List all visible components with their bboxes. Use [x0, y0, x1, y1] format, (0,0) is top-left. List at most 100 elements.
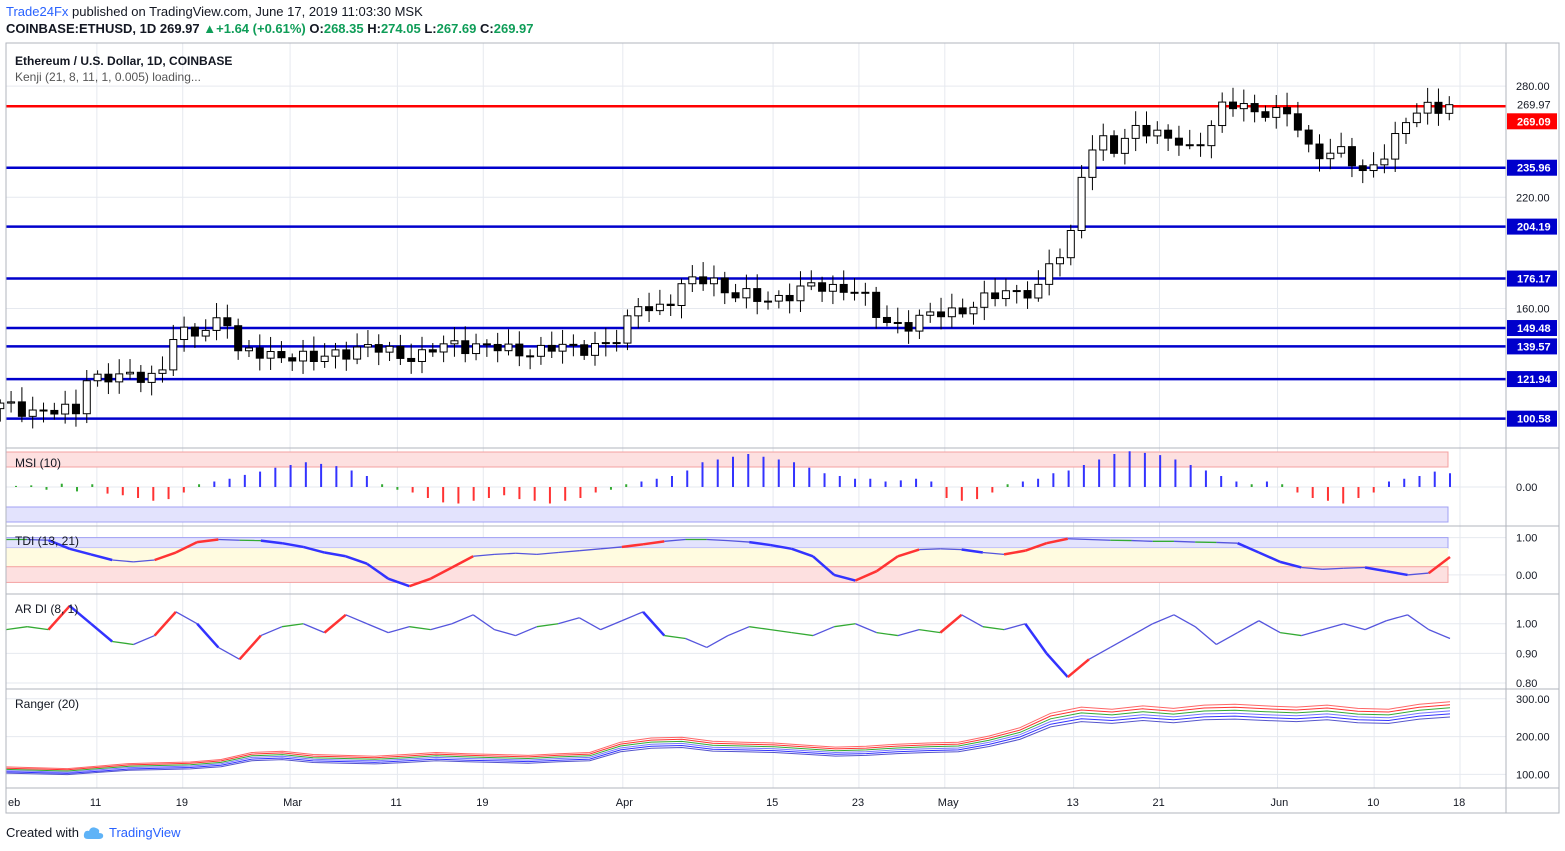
- x-tick-label: eb: [8, 797, 20, 809]
- tdi-line: [1173, 540, 1196, 543]
- candle: [1077, 176, 1086, 232]
- ranger-band-line: [5, 713, 1451, 774]
- ardi-line: [430, 623, 453, 631]
- candle: [547, 344, 556, 352]
- price-tick-label: 280.00: [1516, 81, 1550, 93]
- ardi-line: [323, 613, 347, 634]
- price-label-box: [1507, 320, 1557, 337]
- ardi-line: [175, 611, 198, 625]
- price-label-box: [1507, 113, 1557, 130]
- ardi-line: [260, 626, 283, 637]
- ardi-line: [515, 626, 538, 637]
- ardi-line: [919, 628, 941, 634]
- candle: [417, 349, 427, 362]
- candle: [299, 350, 308, 362]
- tdi-line: [1322, 567, 1344, 570]
- ohlc-summary: COINBASE:ETHUSD, 1D 269.97 ▲+1.64 (+0.61…: [6, 21, 534, 37]
- candle: [937, 311, 946, 318]
- candle: [828, 283, 837, 292]
- tdi-line: [302, 545, 325, 554]
- y-tick-label: 300.00: [1516, 694, 1550, 706]
- tdi-line: [1279, 560, 1302, 569]
- ardi-line: [749, 626, 771, 631]
- ardi-line: [68, 604, 92, 625]
- candle: [266, 351, 275, 359]
- candle: [947, 307, 956, 318]
- candle: [1023, 290, 1032, 299]
- price-label: 204.19: [1507, 218, 1557, 235]
- cloud-logo-icon: [83, 827, 104, 839]
- price-label: 139.57: [1507, 338, 1557, 355]
- close-label: C:: [480, 21, 494, 36]
- tdi-line: [366, 562, 389, 580]
- candle: [147, 372, 156, 383]
- oversold-band: [5, 506, 1449, 523]
- ardi-line: [579, 617, 601, 631]
- tdi-line: [494, 552, 516, 556]
- ardi-line: [1237, 620, 1260, 634]
- open-value: 268.35: [323, 21, 364, 36]
- ardi-line: [834, 623, 856, 628]
- candle: [1099, 135, 1108, 151]
- tdi-line: [854, 570, 878, 582]
- candle: [1380, 158, 1389, 166]
- candle: [1283, 107, 1292, 115]
- ardi-line: [770, 628, 792, 634]
- ardi-line: [1280, 631, 1302, 637]
- candle: [742, 288, 751, 299]
- candle: [1012, 290, 1021, 293]
- candle: [1239, 103, 1248, 110]
- candle: [1412, 112, 1421, 124]
- candle: [1088, 149, 1097, 178]
- x-tick-label: Apr: [616, 797, 633, 809]
- author-link[interactable]: Trade24Fx: [6, 4, 69, 19]
- low-value: 267.69: [436, 21, 477, 36]
- tradingview-link[interactable]: TradingView: [108, 825, 181, 840]
- tdi-line: [196, 538, 219, 544]
- ardi-line: [727, 626, 750, 637]
- candle: [818, 282, 827, 292]
- x-tick-label: May: [938, 797, 959, 809]
- candle: [1142, 124, 1151, 137]
- candle: [169, 339, 178, 371]
- candle: [1358, 165, 1367, 172]
- tdi-line: [1216, 541, 1238, 544]
- ardi-line: [1088, 646, 1111, 660]
- candle: [904, 322, 913, 332]
- candle: [558, 343, 567, 352]
- price-label-box: [1507, 159, 1557, 176]
- tdi-line: [281, 541, 304, 549]
- candle: [839, 283, 848, 293]
- ardi-line: [1066, 658, 1090, 679]
- ardi-line: [939, 613, 963, 634]
- candle: [407, 357, 416, 362]
- tdi-line: [812, 555, 836, 576]
- tdi-line: [897, 548, 920, 558]
- tdi-line: [1088, 538, 1111, 541]
- ardi-line: [897, 629, 920, 637]
- candle: [850, 291, 859, 294]
- candle: [515, 343, 524, 357]
- candle: [601, 342, 610, 345]
- ardi-line: [27, 626, 49, 631]
- candle: [1153, 129, 1162, 137]
- candle: [1228, 101, 1238, 110]
- open-label: O:: [309, 21, 324, 36]
- candle: [1369, 164, 1378, 172]
- candle: [882, 316, 891, 323]
- candle: [590, 343, 600, 356]
- ardi-line: [961, 614, 984, 628]
- tdi-line: [600, 546, 622, 550]
- candle: [785, 294, 794, 302]
- ardi-line: [409, 626, 431, 631]
- candle: [1434, 101, 1443, 114]
- candle: [1401, 122, 1411, 135]
- candle: [774, 294, 783, 302]
- tdi-line: [473, 553, 495, 557]
- candle: [0, 402, 5, 410]
- candle: [764, 300, 773, 303]
- price-label-text: 149.48: [1517, 323, 1551, 335]
- candle: [493, 343, 502, 352]
- ardi-line: [664, 634, 686, 640]
